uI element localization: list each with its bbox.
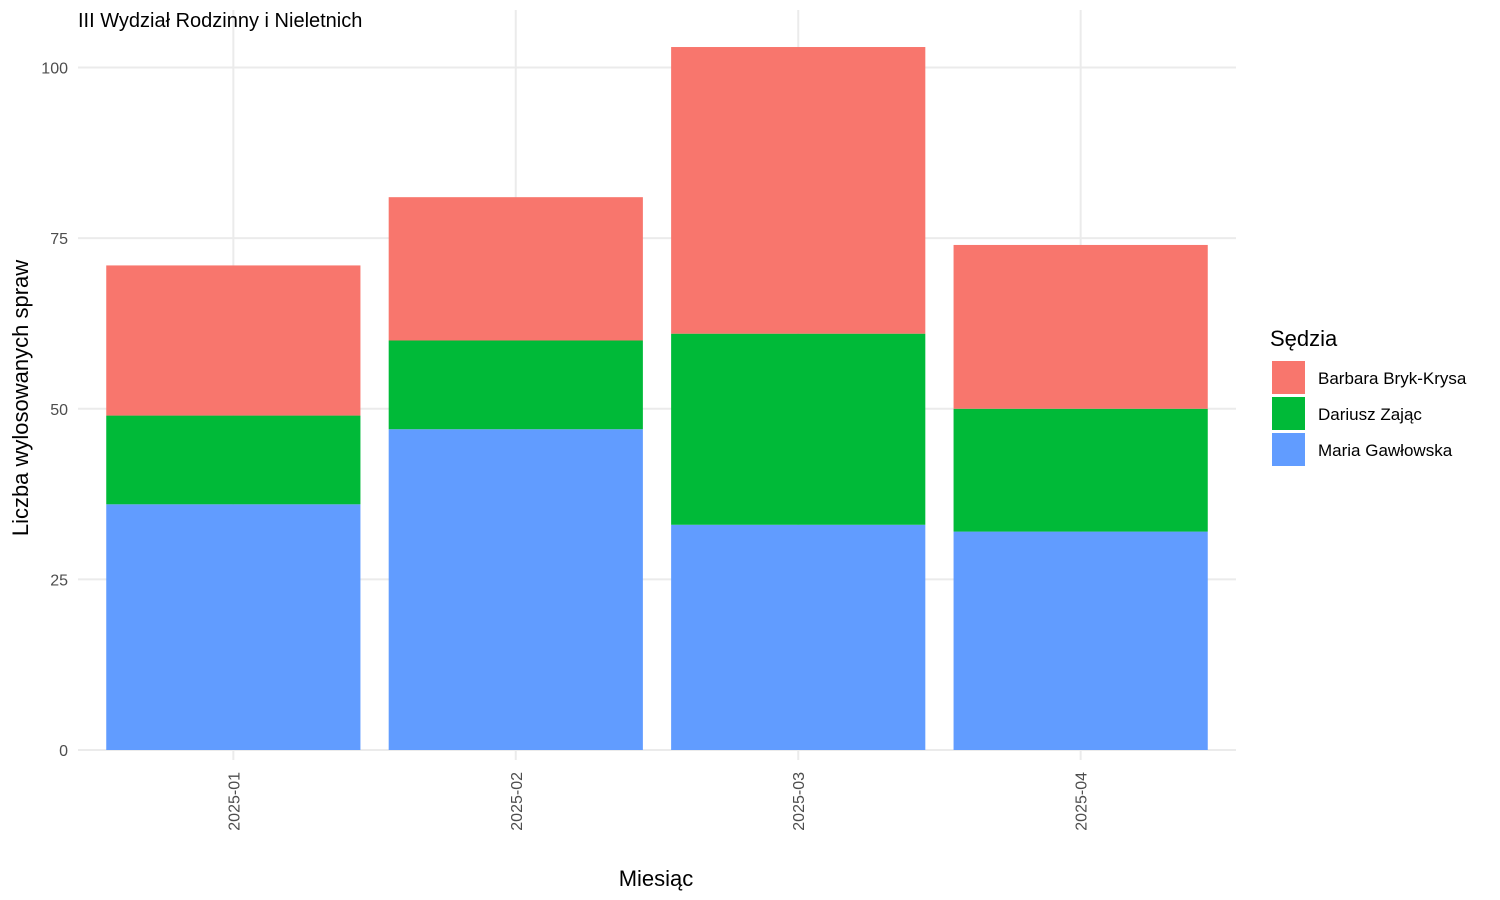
legend-label: Barbara Bryk-Krysa — [1318, 369, 1467, 388]
legend-swatch — [1272, 433, 1305, 466]
x-tick-label: 2025-02 — [509, 772, 526, 831]
bar-segment — [671, 524, 926, 750]
bar-segment — [388, 429, 643, 750]
bar-segment — [953, 531, 1208, 750]
y-tick-label: 0 — [59, 743, 68, 760]
legend-swatch — [1272, 361, 1305, 394]
legend-items: Barbara Bryk-Krysa Dariusz Zając Maria Gaw… — [1272, 361, 1467, 466]
y-tick-label: 100 — [41, 61, 68, 78]
x-tick-label: 2025-03 — [791, 772, 808, 831]
y-tick-label: 50 — [50, 402, 68, 419]
bar-segment — [953, 244, 1208, 409]
legend-swatch — [1272, 397, 1305, 430]
bar-segment — [953, 408, 1208, 532]
y-tick-label: 25 — [50, 572, 68, 589]
legend: Sędzia Barbara Bryk-Krysa Dariusz Zając Ma… — [1270, 326, 1467, 466]
y-tick-labels: 0 25 50 75 100 — [41, 61, 68, 761]
bar-segment — [671, 47, 926, 334]
x-tick-labels: 2025-01 2025-02 2025-03 2025-04 — [226, 772, 1090, 831]
bar-segment — [671, 333, 926, 525]
bars — [106, 47, 1208, 750]
legend-label: Maria Gawłowska — [1318, 441, 1453, 460]
bar-segment — [106, 415, 361, 505]
bar-segment — [388, 340, 643, 430]
legend-label: Dariusz Zając — [1318, 405, 1422, 424]
chart-title: III Wydział Rodzinny i Nieletnich — [78, 10, 362, 32]
bar-segment — [106, 265, 361, 416]
x-axis-title: Miesiąc — [619, 866, 694, 891]
x-tick-label: 2025-04 — [1074, 772, 1091, 831]
legend-title: Sędzia — [1270, 326, 1338, 351]
bar-segment — [388, 197, 643, 341]
y-tick-label: 75 — [50, 231, 68, 248]
bar-segment — [106, 504, 361, 750]
x-tick-label: 2025-01 — [226, 772, 243, 831]
y-axis-title: Liczba wylosowanych spraw — [8, 260, 33, 536]
